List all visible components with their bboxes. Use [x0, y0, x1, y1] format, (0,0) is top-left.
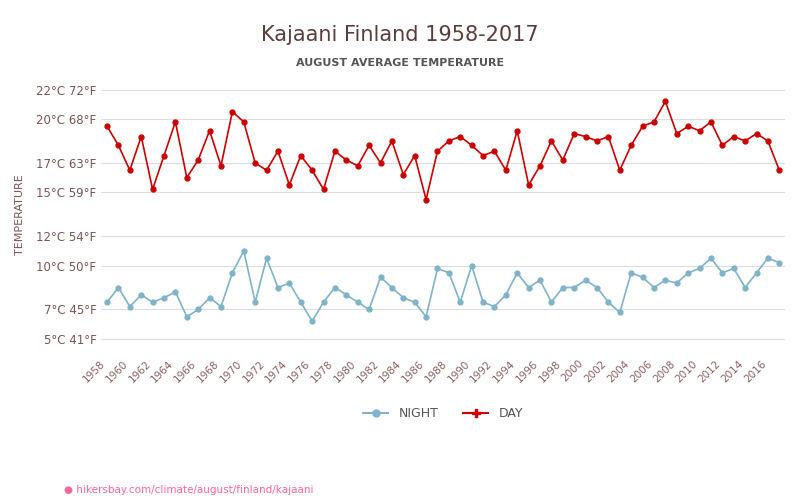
Text: AUGUST AVERAGE TEMPERATURE: AUGUST AVERAGE TEMPERATURE [296, 58, 504, 68]
Text: ● hikersbay.com/climate/august/finland/kajaani: ● hikersbay.com/climate/august/finland/k… [64, 485, 314, 495]
Y-axis label: TEMPERATURE: TEMPERATURE [15, 174, 25, 254]
Text: Kajaani Finland 1958-2017: Kajaani Finland 1958-2017 [261, 25, 539, 45]
Legend: NIGHT, DAY: NIGHT, DAY [358, 402, 528, 425]
